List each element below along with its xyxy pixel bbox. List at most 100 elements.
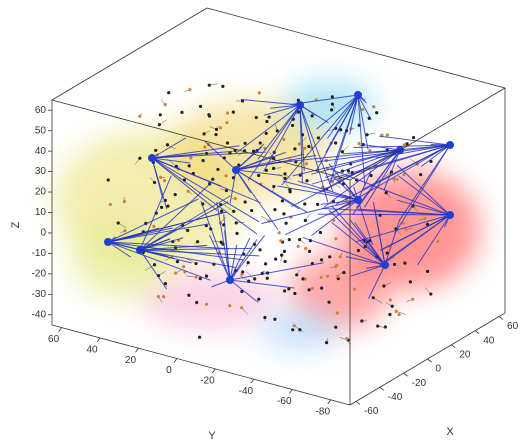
y-tick-label: 0 <box>166 365 172 376</box>
node <box>226 111 229 114</box>
y-tick-label: 20 <box>125 355 137 366</box>
node <box>186 229 189 232</box>
node <box>282 212 285 215</box>
node <box>166 143 169 146</box>
node <box>123 229 126 232</box>
x-tick-label: -40 <box>388 392 403 403</box>
node <box>391 305 394 308</box>
node <box>164 103 167 106</box>
node <box>336 275 339 278</box>
node <box>330 108 333 111</box>
x-tick <box>475 331 479 334</box>
x-tick-label: 60 <box>507 321 519 332</box>
node <box>199 105 202 108</box>
node <box>386 133 389 136</box>
node <box>326 275 329 278</box>
node <box>166 204 169 207</box>
node <box>174 193 177 196</box>
node <box>303 202 306 205</box>
y-tick <box>174 359 177 363</box>
node <box>353 288 356 291</box>
node <box>258 248 261 251</box>
x-tick <box>499 317 503 320</box>
node <box>308 288 311 291</box>
node <box>182 265 185 268</box>
y-tick-label: 40 <box>87 345 99 356</box>
node <box>167 91 170 94</box>
node <box>153 263 156 266</box>
node <box>331 103 334 106</box>
node <box>304 219 307 222</box>
node <box>375 111 378 114</box>
node <box>409 280 412 283</box>
box-edge <box>207 8 505 88</box>
z-tick-label: 40 <box>35 146 47 157</box>
node <box>341 150 344 153</box>
node <box>334 141 337 144</box>
node <box>288 238 291 241</box>
y-tick <box>251 379 254 383</box>
node <box>357 142 360 145</box>
node <box>153 181 156 184</box>
node <box>283 289 286 292</box>
node <box>339 255 342 258</box>
hub <box>446 141 454 149</box>
node <box>264 262 267 265</box>
node <box>157 295 160 298</box>
node <box>316 203 319 206</box>
node <box>308 250 311 253</box>
node <box>336 311 339 314</box>
node <box>273 318 276 321</box>
node <box>232 111 235 114</box>
x-tick-label: 40 <box>483 335 495 346</box>
node <box>325 341 328 344</box>
node <box>202 132 205 135</box>
node <box>283 250 286 253</box>
node <box>228 304 231 307</box>
node <box>393 263 396 266</box>
node <box>402 173 405 176</box>
node <box>307 145 310 148</box>
node <box>389 298 392 301</box>
node <box>109 203 112 206</box>
node <box>283 172 286 175</box>
node <box>272 167 275 170</box>
node <box>265 132 268 135</box>
box-edge <box>52 8 207 100</box>
node <box>376 324 379 327</box>
node <box>221 85 224 88</box>
node <box>187 190 190 193</box>
y-tick <box>97 338 100 342</box>
y-tick <box>212 369 215 373</box>
node <box>211 178 214 181</box>
node <box>257 174 260 177</box>
node <box>334 326 337 329</box>
node <box>244 142 247 145</box>
node <box>138 115 141 118</box>
node <box>138 157 141 160</box>
node <box>202 159 205 162</box>
y-tick <box>289 390 292 394</box>
hub <box>232 166 240 174</box>
hub <box>226 276 234 284</box>
node <box>235 232 238 235</box>
hub <box>354 91 362 99</box>
y-tick-label: -80 <box>316 406 331 417</box>
node <box>214 133 217 136</box>
node <box>423 217 426 220</box>
node <box>311 287 314 290</box>
node <box>123 200 126 203</box>
node <box>293 292 296 295</box>
node <box>208 115 211 118</box>
y-axis-label: Y <box>208 430 216 442</box>
hub <box>446 211 454 219</box>
node <box>426 270 429 273</box>
node <box>301 277 304 280</box>
x-axis-label: X <box>446 426 454 438</box>
z-tick-label: 20 <box>35 187 47 198</box>
node <box>273 208 276 211</box>
node <box>388 313 391 316</box>
z-tick-label: 60 <box>35 105 47 116</box>
node <box>305 179 308 182</box>
x-tick <box>380 387 384 390</box>
